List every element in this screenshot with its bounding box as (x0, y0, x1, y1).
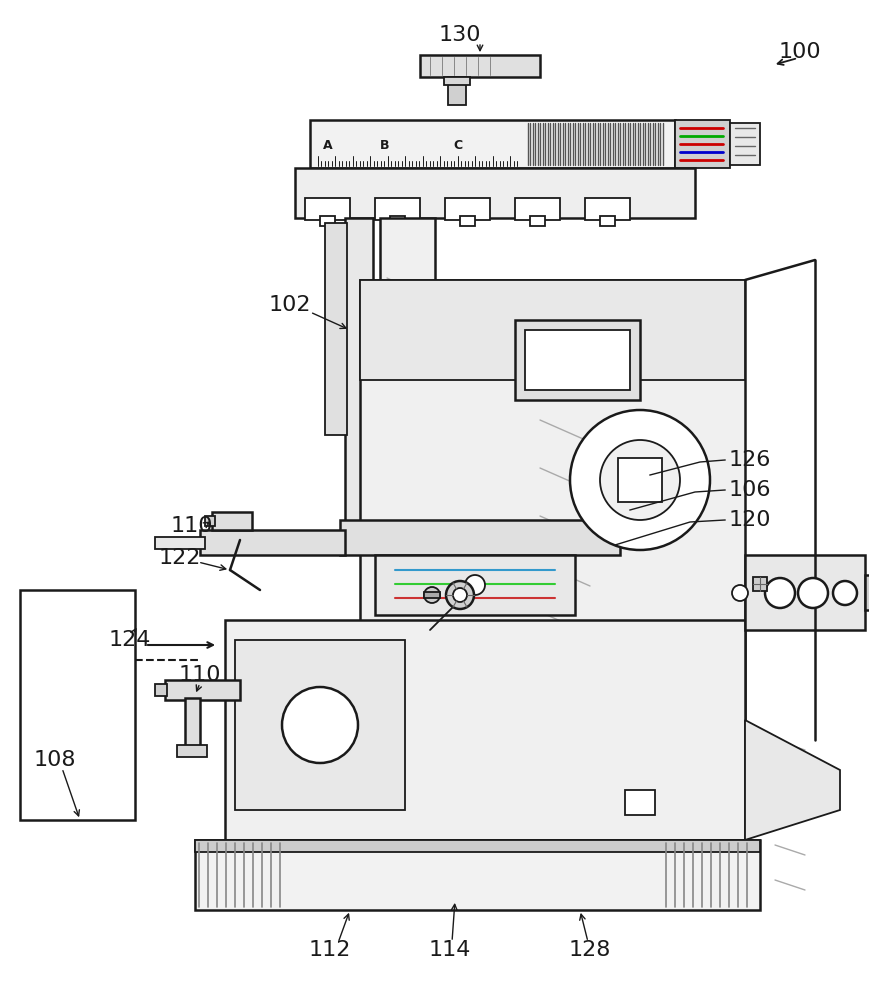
Bar (200, 530, 345, 555)
Circle shape (569, 410, 709, 550)
Text: 130: 130 (438, 25, 481, 45)
Bar (305, 198, 349, 220)
Bar (340, 520, 620, 555)
Bar (729, 123, 760, 165)
Text: A: A (322, 139, 333, 152)
Text: 110: 110 (178, 665, 221, 685)
Bar (225, 620, 744, 840)
Bar (235, 640, 405, 810)
Bar (444, 198, 489, 220)
Text: 128: 128 (568, 940, 611, 960)
Bar (360, 280, 744, 380)
Text: 110: 110 (170, 516, 213, 536)
Bar (389, 216, 405, 226)
Bar (20, 590, 135, 820)
Bar (345, 218, 373, 530)
Bar (185, 698, 200, 753)
Circle shape (282, 687, 357, 763)
Circle shape (453, 588, 467, 602)
Bar (514, 320, 640, 400)
Bar (624, 790, 654, 815)
Bar (443, 77, 469, 85)
Circle shape (797, 578, 827, 608)
Bar (864, 575, 869, 610)
Text: 106: 106 (728, 480, 770, 500)
Bar (753, 577, 766, 591)
Bar (320, 216, 335, 226)
Text: 122: 122 (159, 548, 201, 568)
Text: 126: 126 (728, 450, 770, 470)
Circle shape (764, 578, 794, 608)
Bar (375, 555, 574, 615)
Text: 108: 108 (34, 750, 76, 770)
Text: 120: 120 (728, 510, 770, 530)
Bar (674, 120, 729, 168)
Bar (524, 330, 629, 390)
Bar (176, 745, 207, 757)
Text: 100: 100 (778, 42, 820, 62)
Bar (584, 198, 629, 220)
Bar (295, 168, 694, 218)
Text: 114: 114 (428, 940, 471, 960)
Text: B: B (380, 139, 389, 152)
Bar (195, 840, 760, 910)
Circle shape (731, 585, 747, 601)
Polygon shape (744, 720, 839, 840)
Bar (420, 55, 540, 77)
Bar (448, 77, 466, 105)
Circle shape (423, 587, 440, 603)
Text: 112: 112 (308, 940, 351, 960)
Bar (195, 840, 760, 852)
Bar (155, 684, 167, 696)
Text: C: C (453, 139, 462, 152)
Bar (155, 537, 205, 549)
Bar (325, 223, 347, 435)
Bar (617, 458, 661, 502)
Bar (514, 198, 560, 220)
Bar (165, 680, 240, 700)
Bar (744, 555, 864, 630)
Bar (360, 280, 744, 720)
Bar (309, 120, 674, 168)
Bar (380, 218, 434, 530)
Bar (529, 216, 544, 226)
Bar (212, 512, 252, 530)
Circle shape (464, 575, 484, 595)
Bar (375, 198, 420, 220)
Bar (423, 592, 440, 598)
Text: 102: 102 (269, 295, 311, 315)
Bar (600, 216, 614, 226)
Circle shape (600, 440, 680, 520)
Circle shape (446, 581, 474, 609)
Text: 124: 124 (109, 630, 151, 650)
Bar (460, 216, 474, 226)
Circle shape (832, 581, 856, 605)
Bar (205, 516, 215, 526)
